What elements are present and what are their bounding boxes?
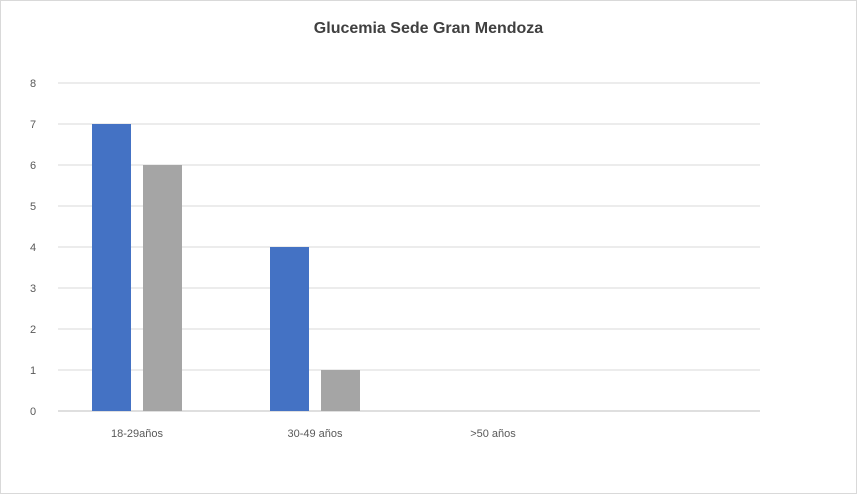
y-tick-label: 0 (30, 406, 36, 418)
y-tick-label: 3 (30, 283, 36, 295)
y-tick-label: 1 (30, 365, 36, 377)
bars (92, 124, 360, 411)
y-tick-label: 5 (30, 201, 36, 213)
bar (143, 165, 182, 411)
x-tick-label: 18-29años (111, 428, 163, 440)
x-axis-ticks: 18-29años 30-49 años >50 años (111, 428, 516, 440)
y-tick-label: 8 (30, 78, 36, 90)
x-tick-label: 30-49 años (287, 428, 343, 440)
y-tick-label: 7 (30, 119, 36, 131)
x-tick-label: >50 años (470, 428, 516, 440)
bar (270, 247, 309, 411)
y-tick-label: 6 (30, 160, 36, 172)
chart-title: Glucemia Sede Gran Mendoza (313, 20, 544, 37)
bar (92, 124, 131, 411)
bar (321, 370, 360, 411)
y-tick-label: 2 (30, 324, 36, 336)
y-axis-ticks: 0 1 2 3 4 5 6 7 8 (30, 78, 36, 418)
y-tick-label: 4 (30, 242, 36, 254)
